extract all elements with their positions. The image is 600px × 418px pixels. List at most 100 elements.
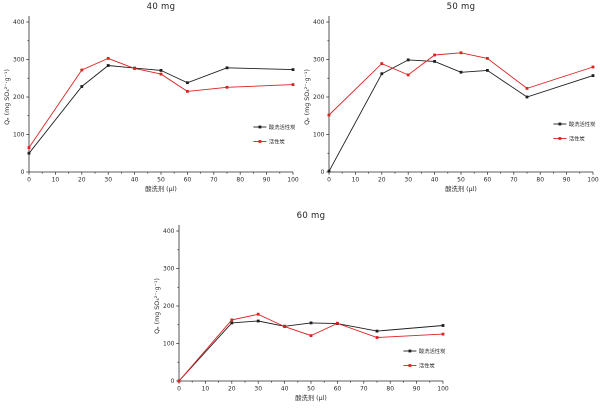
- y-tick-label: 400: [163, 228, 175, 235]
- x-axis: 0 10 20 30 40 50 60 70 80 90 100 酸洗剂 (μl): [177, 380, 449, 402]
- data-point: [441, 332, 445, 336]
- data-point: [106, 64, 110, 67]
- x-tick-label: 10: [52, 177, 60, 184]
- y-tick-label: 0: [171, 378, 175, 385]
- y-axis-label: Qₑ (mg SO₄²⁻·g⁻¹): [154, 278, 161, 334]
- data-point: [441, 324, 445, 327]
- legend-marker: [558, 137, 562, 140]
- x-tick-label: 10: [202, 386, 210, 393]
- data-point: [327, 113, 331, 117]
- y-axis: 0 100 200 300 400 Qₑ (mg SO₄²⁻·g⁻¹): [304, 16, 330, 176]
- legend-label: 酸洗活性炭: [269, 123, 296, 131]
- chart-title-50mg: 50 mg: [446, 2, 476, 12]
- x-tick-label: 50: [307, 386, 315, 393]
- x-tick-label: 100: [587, 177, 599, 184]
- y-tick-label: 100: [13, 132, 25, 139]
- y-tick-label: 300: [13, 57, 25, 64]
- data-point: [591, 74, 595, 77]
- data-point: [256, 319, 260, 323]
- data-point: [525, 95, 529, 99]
- y-tick-label: 200: [13, 94, 25, 101]
- series-line-1: [27, 57, 295, 149]
- chart-title-60mg: 60 mg: [296, 211, 326, 221]
- data-point: [186, 90, 189, 93]
- x-tick-label: 90: [413, 386, 421, 393]
- legend-label: 活性炭: [419, 361, 436, 369]
- legend-item-0: 酸洗活性炭: [553, 120, 596, 128]
- x-tick-label: 40: [281, 386, 289, 393]
- y-tick-label: 0: [21, 169, 25, 176]
- x-tick-label: 30: [254, 386, 262, 393]
- y-axis-label: Qₑ (mg SO₄²⁻·g⁻¹): [304, 69, 311, 125]
- data-point: [256, 312, 260, 316]
- data-point: [486, 69, 489, 72]
- x-tick-label: 20: [378, 177, 386, 184]
- x-axis: 0 10 20 30 40 50 60 70 80 90 100 酸洗剂 (μl): [27, 171, 299, 193]
- y-axis-label: Qₑ (mg SO₄²⁻·g⁻¹): [4, 69, 11, 125]
- legend-label: 活性炭: [569, 134, 586, 142]
- legend-marker: [408, 349, 412, 353]
- x-tick-label: 70: [360, 386, 368, 393]
- legend-label: 活性炭: [269, 137, 286, 145]
- data-point: [327, 169, 331, 173]
- x-tick-label: 100: [287, 177, 299, 184]
- x-tick-label: 80: [536, 177, 544, 184]
- data-point: [133, 67, 136, 70]
- x-axis-label: 酸洗剂 (μl): [145, 184, 177, 193]
- x-tick-label: 100: [437, 386, 449, 393]
- x-tick-label: 50: [157, 177, 165, 184]
- y-tick-label: 0: [321, 169, 325, 176]
- data-point: [225, 66, 229, 70]
- data-point: [433, 53, 436, 57]
- chart-panel-60mg: 0 100 200 300 400 Qₑ (mg SO₄²⁻·g⁻¹) 0 10 20 30 40 5…: [150, 209, 450, 418]
- data-point: [459, 70, 463, 74]
- legend-item-1: 活性炭: [253, 137, 285, 145]
- series-line-1: [327, 51, 595, 117]
- legend-marker: [258, 140, 262, 143]
- x-tick-label: 80: [386, 386, 394, 393]
- data-point: [591, 65, 595, 69]
- x-tick-label: 60: [184, 177, 192, 184]
- x-tick-label: 70: [210, 177, 218, 184]
- data-point: [486, 57, 489, 60]
- data-point: [159, 69, 163, 72]
- chart-canvas-50mg: 0 100 200 300 400 Qₑ (mg SO₄²⁻·g⁻¹) 0 10 20 30 40 5…: [304, 16, 599, 193]
- legend-marker: [558, 122, 562, 126]
- y-tick-label: 400: [13, 19, 25, 26]
- data-point: [291, 68, 295, 71]
- legend-label: 酸洗活性炭: [569, 120, 596, 128]
- series-line-0: [27, 64, 295, 155]
- x-tick-label: 50: [457, 177, 465, 184]
- data-point: [309, 334, 313, 337]
- data-point: [406, 73, 410, 77]
- x-tick-label: 60: [334, 386, 342, 393]
- y-axis: 0 100 200 300 400 Qₑ (mg SO₄²⁻·g⁻¹): [4, 16, 30, 176]
- chart-panel-40mg: 0 100 200 300 400 Qₑ (mg SO₄²⁻·g⁻¹) 0 10 20 30 40 5…: [0, 0, 300, 209]
- x-tick-label: 90: [263, 177, 271, 184]
- chart-panel-50mg: 0 100 200 300 400 Qₑ (mg SO₄²⁻·g⁻¹) 0 10 20 30 40 5…: [300, 0, 600, 209]
- data-point: [375, 336, 379, 339]
- x-tick-label: 30: [404, 177, 412, 184]
- y-tick-label: 200: [163, 303, 175, 310]
- data-point: [230, 321, 234, 325]
- data-point: [406, 58, 410, 62]
- x-tick-label: 40: [431, 177, 439, 184]
- x-tick-label: 40: [131, 177, 139, 184]
- x-tick-label: 30: [104, 177, 112, 184]
- legend-item-1: 活性炭: [553, 134, 585, 142]
- chart-canvas-60mg: 0 100 200 300 400 Qₑ (mg SO₄²⁻·g⁻¹) 0 10 20 30 40 5…: [154, 225, 449, 402]
- y-tick-label: 200: [313, 94, 325, 101]
- x-tick-label: 0: [27, 177, 31, 184]
- y-tick-label: 300: [163, 266, 175, 273]
- legend-label: 酸洗活性炭: [419, 347, 446, 355]
- data-point: [309, 321, 313, 325]
- data-point: [106, 57, 110, 60]
- x-axis-label: 酸洗剂 (μl): [295, 393, 327, 402]
- data-point: [375, 329, 379, 333]
- data-point: [27, 146, 31, 149]
- data-point: [433, 60, 436, 63]
- data-point: [459, 51, 463, 55]
